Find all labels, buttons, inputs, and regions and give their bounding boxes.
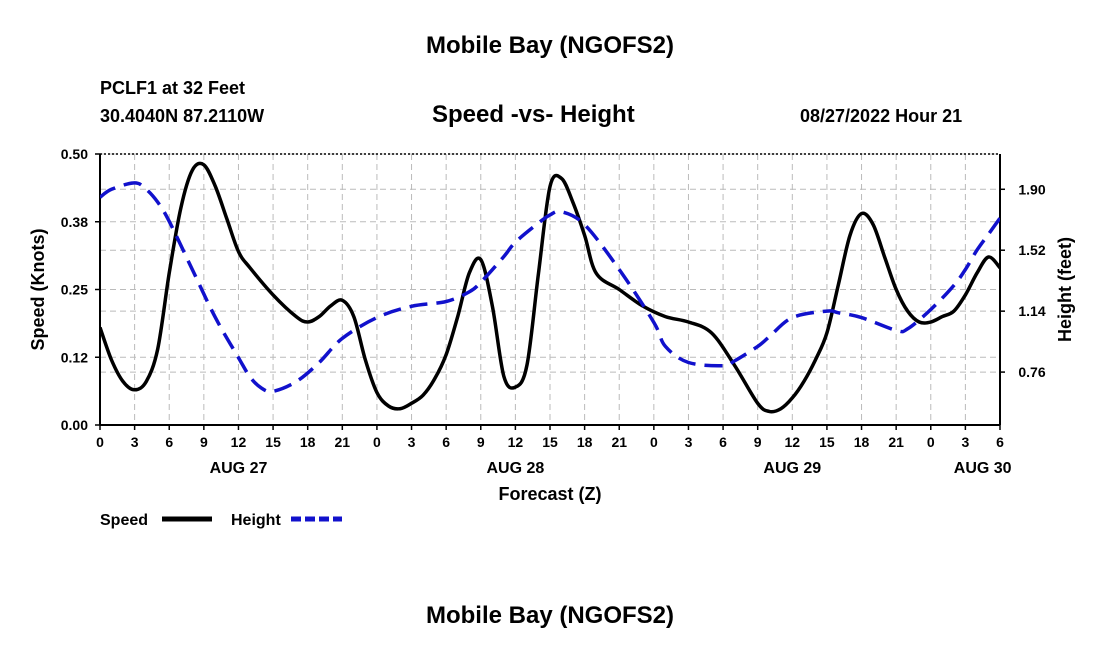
x-tick-label: 3 (961, 434, 969, 450)
x-tick-label: 6 (165, 434, 173, 450)
page-title: Mobile Bay (NGOFS2) (425, 32, 675, 59)
x-tick-label: 3 (131, 434, 139, 450)
x-tick-label: 12 (231, 434, 247, 450)
x-tick-label: 9 (200, 434, 208, 450)
x-tick-label: 18 (854, 434, 870, 450)
x-tick-label: 3 (685, 434, 693, 450)
y2-tick-label: 1.90 (1018, 181, 1045, 197)
date-label: AUG 29 (763, 460, 821, 477)
y-tick-label: 0.25 (61, 282, 88, 298)
series-line-height (100, 181, 1000, 394)
x-axis-title: Forecast (Z) (498, 484, 601, 504)
x-tick-label: 0 (927, 434, 935, 450)
x-tick-label: 21 (611, 434, 627, 450)
station-coords: 30.4040N 87.2110W (100, 106, 265, 126)
x-tick-label: 6 (719, 434, 727, 450)
x-tick-label: 0 (373, 434, 381, 450)
x-tick-label: 21 (335, 434, 351, 450)
x-tick-label: 3 (408, 434, 416, 450)
date-label: AUG 30 (954, 460, 1012, 477)
legend-label-speed: Speed (100, 512, 148, 529)
x-tick-label: 0 (650, 434, 658, 450)
x-tick-label: 0 (96, 434, 104, 450)
y-tick-label: 0.00 (61, 417, 88, 433)
x-tick-label: 9 (754, 434, 762, 450)
y2-axis-title: Height (feet) (1055, 237, 1075, 342)
x-tick-label: 18 (577, 434, 593, 450)
y2-tick-label: 1.14 (1018, 303, 1045, 319)
legend-label-height: Height (231, 512, 281, 529)
x-tick-label: 18 (300, 434, 316, 450)
date-label: AUG 28 (486, 460, 544, 477)
y2-tick-label: 0.76 (1018, 364, 1045, 380)
x-tick-label: 9 (477, 434, 485, 450)
x-tick-label: 15 (265, 434, 281, 450)
y-tick-label: 0.38 (61, 214, 88, 230)
forecast-timestamp: 08/27/2022 Hour 21 (800, 106, 963, 126)
x-tick-label: 15 (542, 434, 558, 450)
y-tick-label: 0.12 (61, 349, 88, 365)
x-tick-label: 15 (819, 434, 835, 450)
x-tick-label: 6 (996, 434, 1004, 450)
y2-tick-label: 1.52 (1018, 242, 1045, 258)
y-tick-label: 0.50 (61, 146, 88, 162)
series-line-speed (100, 161, 1000, 414)
date-label: AUG 27 (210, 460, 268, 477)
x-tick-label: 12 (785, 434, 801, 450)
station-label: PCLF1 at 32 Feet (100, 78, 246, 98)
x-tick-label: 21 (888, 434, 904, 450)
x-tick-label: 12 (508, 434, 524, 450)
chart-subtitle: Speed -vs- Height (432, 101, 635, 128)
footer-title: Mobile Bay (NGOFS2) (425, 602, 675, 629)
y-axis-title: Speed (Knots) (28, 228, 48, 350)
x-tick-label: 6 (442, 434, 450, 450)
